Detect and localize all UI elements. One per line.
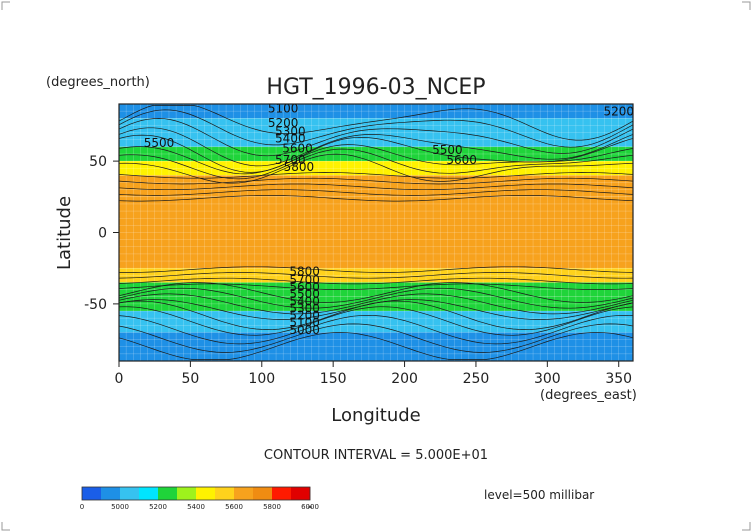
colorbar-frame xyxy=(81,486,311,501)
contour-line xyxy=(118,283,634,290)
colorbar-label: ∞ xyxy=(307,503,313,511)
latitude-band xyxy=(119,118,633,147)
contour-label: 5100 xyxy=(268,102,299,116)
contour-line xyxy=(118,272,634,279)
colorbar-segment xyxy=(234,487,254,500)
contour-line xyxy=(118,293,634,315)
contour-line xyxy=(118,195,634,202)
latitude-band xyxy=(119,332,633,361)
latitude-band xyxy=(119,146,633,162)
colorbar-labels: 0 5000 5200 5400 5600 5800 6000∞ xyxy=(80,503,319,511)
contour-line xyxy=(118,144,634,175)
contour-line xyxy=(118,127,634,167)
x-ticks: 0 50 100 150 200 250 300 350 xyxy=(115,361,632,387)
colorbar-segment xyxy=(177,487,197,500)
contour-label: 5200 xyxy=(603,104,634,118)
contour-label: 5700 xyxy=(275,153,306,167)
contour-line xyxy=(118,287,634,309)
colorbar-label: 5200 xyxy=(149,503,167,511)
contour-line xyxy=(118,300,634,330)
x-tick-label: 350 xyxy=(605,371,632,387)
y-tick-label: 0 xyxy=(98,226,107,242)
contour-line xyxy=(118,306,634,336)
contour-line xyxy=(118,118,634,157)
contour-line xyxy=(118,266,634,273)
contour-label: 5200 xyxy=(268,116,299,130)
contour-lines xyxy=(118,105,634,360)
contour-label: 5200 xyxy=(289,309,320,323)
colorbar-label: 5000 xyxy=(111,503,129,511)
contour-label: 5000 xyxy=(289,323,320,337)
contour-label: 5500 xyxy=(289,287,320,301)
contour-line xyxy=(118,172,634,179)
colorbar xyxy=(81,486,311,501)
colorbar-segment xyxy=(120,487,140,500)
colorbar-label: 5800 xyxy=(263,503,281,511)
contour-interval-text: CONTOUR INTERVAL = 5.000E+01 xyxy=(264,448,488,463)
contour-line xyxy=(118,177,634,185)
level-text: level=500 millibar xyxy=(484,488,594,502)
y-axis-label: Latitude xyxy=(54,196,75,270)
contour-label: 5300 xyxy=(275,124,306,138)
contour-label: 5400 xyxy=(289,294,320,308)
colorbar-segment xyxy=(82,487,102,500)
chart-title: HGT_1996-03_NCEP xyxy=(266,75,485,100)
y-tick-label: -50 xyxy=(84,297,107,313)
colorbar-segment xyxy=(139,487,159,500)
contour-label: 5700 xyxy=(289,273,320,287)
contour-line xyxy=(118,153,634,184)
contour-label: 5800 xyxy=(284,160,315,174)
colorbar-segment xyxy=(215,487,235,500)
latitude-band xyxy=(119,196,633,269)
x-tick-label: 0 xyxy=(115,371,124,387)
latitude-bands xyxy=(119,104,633,361)
x-tick-label: 50 xyxy=(181,371,199,387)
contour-line xyxy=(118,282,634,303)
colorbar-segment xyxy=(272,487,292,500)
contour-line xyxy=(118,314,634,345)
latitude-band xyxy=(119,104,633,119)
contour-label: 5500 xyxy=(144,136,175,150)
latitude-band xyxy=(119,175,633,197)
contour-label: 5600 xyxy=(282,142,313,156)
contour-line xyxy=(118,109,634,148)
x-tick-label: 200 xyxy=(391,371,418,387)
colorbar-segment xyxy=(253,487,273,500)
colorbar-segment xyxy=(101,487,121,500)
contour-line xyxy=(118,189,634,196)
contour-line xyxy=(118,332,634,360)
contour-label: 5500 xyxy=(432,143,463,157)
contour-label: 5300 xyxy=(289,301,320,315)
contour-label: 5600 xyxy=(289,280,320,294)
latitude-band xyxy=(119,282,633,297)
colorbar-segment xyxy=(158,487,178,500)
colorbar-label: 5400 xyxy=(187,503,205,511)
colorbar-segment xyxy=(291,487,311,500)
contour-label: 5800 xyxy=(289,264,320,278)
contour-line xyxy=(118,323,634,353)
contour-line xyxy=(118,277,634,285)
x-tick-label: 300 xyxy=(534,371,561,387)
colorbar-segment xyxy=(196,487,216,500)
contour-label: 5400 xyxy=(275,132,306,146)
x-units: (degrees_east) xyxy=(540,388,637,403)
contour-line xyxy=(118,148,634,180)
contour-line xyxy=(118,183,634,191)
colorbar-label: 5600 xyxy=(225,503,243,511)
x-tick-label: 100 xyxy=(248,371,275,387)
x-tick-label: 150 xyxy=(320,371,347,387)
y-tick-label: 50 xyxy=(89,154,107,170)
contour-line xyxy=(118,105,634,141)
contour-label: 5100 xyxy=(289,316,320,330)
y-units: (degrees_north) xyxy=(46,75,150,90)
x-axis-label: Longitude xyxy=(331,405,421,426)
colorbar-label: 0 xyxy=(80,503,84,511)
x-tick-label: 250 xyxy=(463,371,490,387)
colorbar-label: 6000 xyxy=(301,503,319,511)
contour-label: 5600 xyxy=(446,153,477,167)
y-ticks: 50 0 -50 xyxy=(84,154,119,313)
